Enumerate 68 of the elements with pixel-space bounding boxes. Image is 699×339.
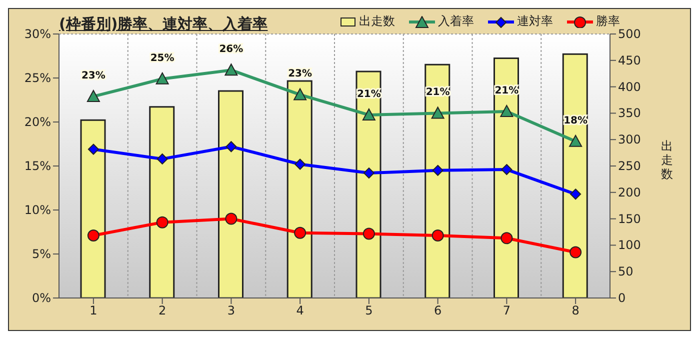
data-label: 26%: [219, 44, 244, 56]
y-tick-label: 15%: [24, 159, 51, 173]
legend-label: 入着率: [438, 13, 474, 30]
bar: [424, 64, 450, 298]
y-tick-label: 25%: [24, 71, 51, 85]
y2-tick-label: 150: [618, 212, 641, 226]
legend-label: 連対率: [517, 13, 553, 30]
point: [432, 164, 444, 176]
bar: [149, 106, 175, 298]
y2-tick-label: 400: [618, 80, 641, 94]
point: [156, 72, 169, 84]
y2-tick-label: 200: [618, 185, 641, 200]
y2-tick-label: 350: [618, 106, 641, 120]
point: [226, 141, 237, 152]
point: [362, 108, 376, 120]
y2-tick-label: 450: [618, 53, 641, 68]
legend-label: 勝率: [596, 13, 620, 29]
point: [88, 144, 99, 155]
x-tick-label: 5: [365, 304, 373, 318]
point: [224, 64, 238, 76]
point: [501, 164, 512, 176]
y-tick-label: 10%: [24, 203, 51, 217]
point: [156, 216, 168, 228]
bar: [286, 80, 312, 298]
y2-axis-title: 出走数: [660, 139, 674, 181]
y2-tick-label: 50: [618, 264, 634, 279]
y2-tick-label: 0: [618, 291, 626, 305]
point: [432, 230, 444, 242]
bar: [218, 90, 244, 298]
point: [86, 90, 100, 102]
y-tick-label: 20%: [24, 115, 51, 129]
data-label: 23%: [81, 70, 106, 82]
bar: [562, 53, 588, 298]
y-tick-label: 5%: [32, 247, 51, 261]
point: [570, 246, 582, 258]
point: [294, 158, 306, 170]
point: [569, 134, 582, 147]
x-tick-label: 3: [227, 304, 236, 318]
y2-tick-label: 500: [618, 27, 641, 41]
x-tick-label: 1: [90, 304, 98, 318]
legend-label: 出走数: [359, 13, 395, 30]
point: [156, 153, 168, 164]
point: [294, 226, 306, 239]
y2-tick-label: 100: [618, 238, 641, 252]
x-tick-label: 2: [158, 304, 166, 318]
point: [87, 230, 100, 242]
data-label: 25%: [150, 52, 174, 64]
x-tick-label: 4: [296, 304, 304, 318]
y2-tick-label: 300: [618, 132, 641, 147]
point: [570, 188, 582, 200]
point: [362, 228, 375, 240]
point: [500, 104, 514, 117]
point: [363, 168, 374, 179]
bar: [494, 58, 519, 298]
y-tick-label: 30%: [24, 27, 51, 41]
point: [225, 212, 238, 225]
bar: [80, 119, 106, 298]
x-tick-label: 6: [434, 304, 442, 318]
x-tick-label: 8: [572, 304, 580, 318]
bar: [356, 70, 382, 298]
data-label: 23%: [288, 68, 312, 80]
chart-title: (枠番別)勝率、連対率、入着率: [59, 15, 268, 34]
y-tick-label: 0%: [32, 291, 51, 305]
point: [431, 106, 444, 119]
point: [294, 88, 307, 100]
y2-tick-label: 250: [618, 159, 641, 173]
point: [500, 232, 513, 244]
x-tick-label: 7: [502, 304, 511, 318]
